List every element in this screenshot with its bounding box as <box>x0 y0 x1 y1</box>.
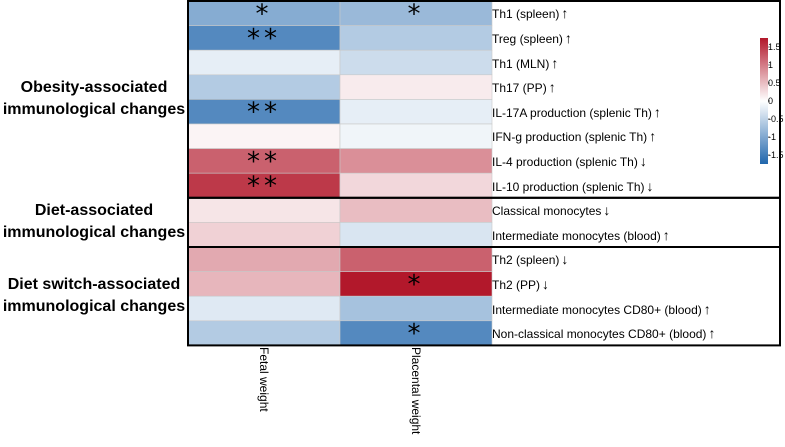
row-label: Th2 (PP) ↓ <box>492 277 549 292</box>
heatmap-cell <box>187 74 341 100</box>
row-label: Th1 (MLN) ↑ <box>492 56 558 71</box>
arrow-up-icon: ↑ <box>564 29 572 46</box>
row-label-text: IFN-g production (splenic Th) <box>492 130 648 145</box>
legend-tick-label: -0.5 <box>768 114 784 124</box>
row-label: Th2 (spleen) ↓ <box>492 252 568 267</box>
significance-mark: * <box>408 319 425 349</box>
row-label: Treg (spleen) ↑ <box>492 31 572 46</box>
arrow-down-icon: ↓ <box>646 177 654 194</box>
arrow-down-icon: ↓ <box>639 152 647 169</box>
row-label: Th17 (PP) ↑ <box>492 80 556 95</box>
heatmap-cell <box>339 222 493 248</box>
row-label-text: Intermediate monocytes CD80+ (blood) <box>492 302 702 317</box>
arrow-down-icon: ↓ <box>603 202 611 219</box>
significance-mark: ** <box>247 98 281 128</box>
row-label-text: Th2 (spleen) <box>492 253 560 268</box>
row-label-text: Non-classical monocytes CD80+ (blood) <box>492 327 707 342</box>
legend-tick-label: -1 <box>768 132 777 142</box>
legend-tick-label: 0 <box>768 96 774 106</box>
heatmap-cell <box>187 99 341 125</box>
heatmap-cell <box>187 0 341 26</box>
legend-tick-label: -1.5 <box>768 150 784 160</box>
heatmap-cell <box>187 25 341 51</box>
arrow-up-icon: ↑ <box>708 325 716 342</box>
heatmap-cell <box>187 271 341 297</box>
significance-mark: * <box>256 0 273 29</box>
group-box <box>187 246 781 347</box>
significance-mark: ** <box>247 147 281 177</box>
arrow-up-icon: ↑ <box>703 300 711 317</box>
heatmap-cell <box>339 246 493 272</box>
column-label: Placental weight <box>409 347 423 435</box>
group-label: Diet-associated immunological changes <box>0 200 188 244</box>
arrow-up-icon: ↑ <box>561 5 569 22</box>
row-label: Classical monocytes ↓ <box>492 203 610 218</box>
row-label-text: IL-17A production (splenic Th) <box>492 105 652 120</box>
heatmap-cell <box>187 197 341 223</box>
heatmap-cell <box>339 49 493 76</box>
significance-mark: ** <box>247 24 281 54</box>
heatmap-cell <box>339 25 493 51</box>
significance-mark: * <box>408 0 425 29</box>
arrow-up-icon: ↑ <box>662 226 670 243</box>
row-label-text: Th1 (MLN) <box>492 56 550 71</box>
arrow-down-icon: ↓ <box>542 275 550 292</box>
significance-mark: ** <box>247 172 281 202</box>
arrow-down-icon: ↓ <box>561 251 569 268</box>
group-label-line: Obesity-associated <box>20 79 168 97</box>
legend-tick-label: 1 <box>768 60 774 70</box>
heatmap-cell <box>187 222 341 248</box>
heatmap-cell <box>339 99 493 125</box>
row-label: Intermediate monocytes CD80+ (blood) ↑ <box>492 302 711 317</box>
heatmap-cell <box>187 172 341 199</box>
row-label-text: IL-4 production (splenic Th) <box>492 154 638 169</box>
heatmap-cell <box>339 148 493 174</box>
row-label-text: IL-10 production (splenic Th) <box>492 179 645 194</box>
heatmap-cell <box>187 295 341 322</box>
heatmap-cell <box>339 123 493 149</box>
row-label: IFN-g production (splenic Th) ↑ <box>492 129 656 144</box>
heatmap-cell <box>339 320 493 346</box>
group-label-line: immunological changes <box>2 101 186 119</box>
row-label-text: Treg (spleen) <box>492 31 563 46</box>
row-label-text: Intermediate monocytes (blood) <box>492 228 661 243</box>
group-label-line: immunological changes <box>2 298 186 316</box>
group-label: Obesity-associated immunological changes <box>0 77 188 121</box>
row-label: IL-10 production (splenic Th) ↓ <box>492 179 654 194</box>
group-label: Diet switch-associated immunological chan… <box>0 274 188 318</box>
row-label: IL-17A production (splenic Th) ↑ <box>492 105 661 120</box>
row-label: IL-4 production (splenic Th) ↓ <box>492 154 647 169</box>
heatmap-cell <box>187 49 341 76</box>
heatmap-cell <box>187 246 341 272</box>
row-label-text: Th1 (spleen) <box>492 7 560 22</box>
row-label-text: Classical monocytes <box>492 204 602 219</box>
legend-color-bar <box>760 38 768 164</box>
group-label-line: Diet switch-associated <box>7 276 181 294</box>
significance-mark: * <box>408 270 425 300</box>
arrow-up-icon: ↑ <box>653 103 661 120</box>
legend-tick-label: 0.5 <box>768 78 781 88</box>
arrow-up-icon: ↑ <box>649 128 657 145</box>
arrow-up-icon: ↑ <box>548 79 556 96</box>
row-label-text: Th2 (PP) <box>492 277 541 292</box>
column-label: Fetal weight <box>257 347 271 413</box>
heatmap-cell <box>339 74 493 100</box>
row-label: Th1 (spleen) ↑ <box>492 6 568 21</box>
legend-tick-label: 1.5 <box>768 42 781 52</box>
heatmap-cell <box>187 123 341 149</box>
group-label-line: Diet-associated <box>34 202 154 220</box>
heatmap-cell <box>187 320 341 346</box>
heatmap-cell <box>339 295 493 322</box>
row-label: Non-classical monocytes CD80+ (blood) ↑ <box>492 326 715 341</box>
row-label: Intermediate monocytes (blood) ↑ <box>492 228 670 243</box>
group-label-line: immunological changes <box>2 224 186 242</box>
row-label-text: Th17 (PP) <box>492 81 547 96</box>
arrow-up-icon: ↑ <box>551 54 559 71</box>
heatmap-cell <box>339 172 493 199</box>
heatmap-cell <box>339 197 493 223</box>
